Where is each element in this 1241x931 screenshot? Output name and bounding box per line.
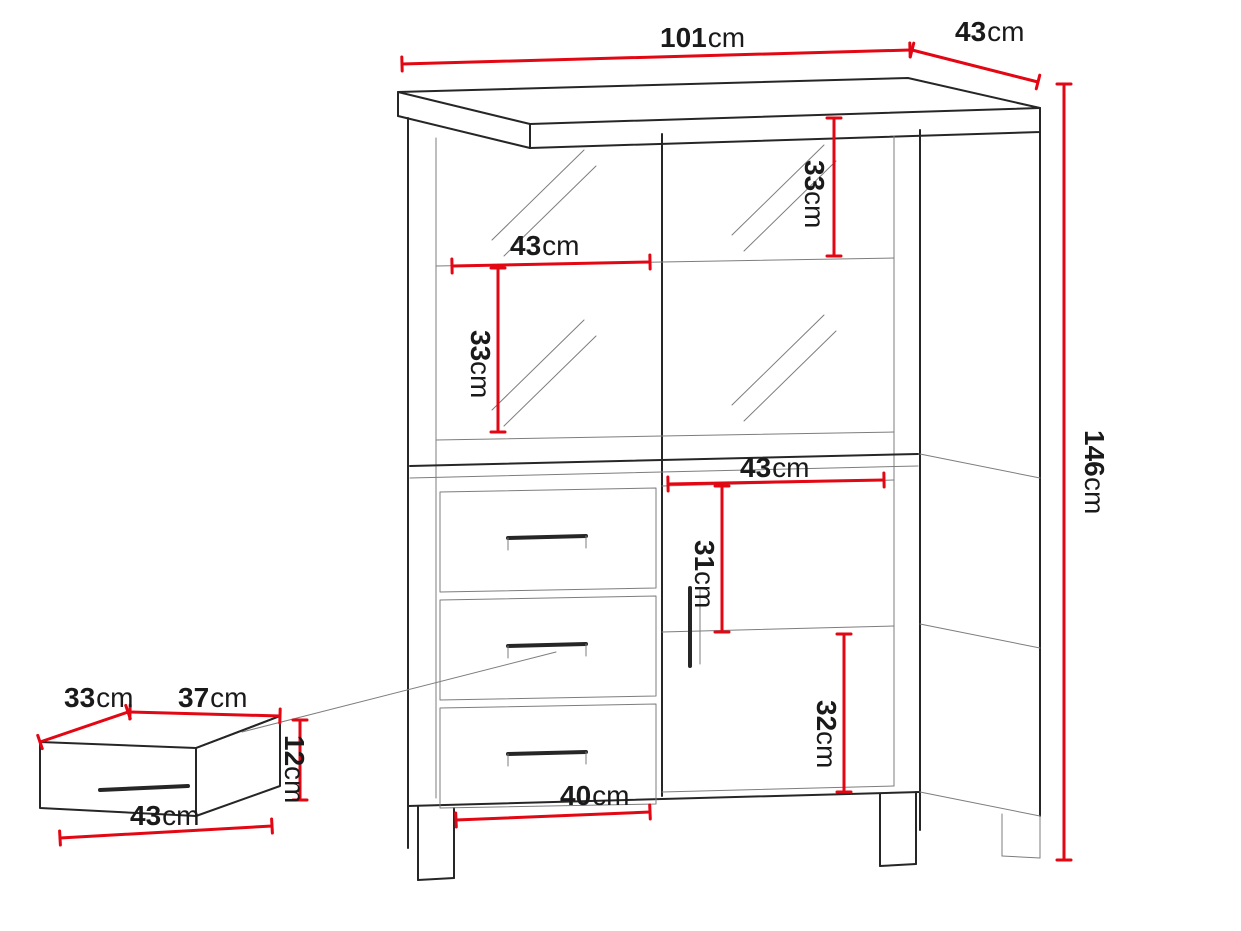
dim-drawer_front_w-unit: cm (162, 800, 199, 831)
dim-top_width-value: 101 (660, 22, 707, 53)
dim-bottom_inner_w-value: 40 (560, 780, 591, 811)
dim-shelf_w_right: 43cm (740, 452, 809, 484)
dim-top_width: 101cm (660, 22, 745, 54)
dim-drawer_top_w-value: 37 (178, 682, 209, 713)
dim-compart_h_r1: 31cm (688, 540, 720, 608)
dim-drawer_top_w-unit: cm (210, 682, 247, 713)
dim-drawer_depth-unit: cm (96, 682, 133, 713)
dim-drawer_front_w-value: 43 (130, 800, 161, 831)
dim-drawer_depth: 33cm (64, 682, 133, 714)
dim-drawer_height: 12cm (278, 735, 310, 803)
dim-drawer_depth-value: 33 (64, 682, 95, 713)
dim-shelf_h_mid_l-value: 33 (465, 330, 496, 361)
dim-overall_height: 146cm (1078, 430, 1110, 514)
dim-shelf_h_top_r: 33cm (798, 160, 830, 228)
dim-shelf_w_left: 43cm (510, 230, 579, 262)
dim-shelf_h_mid_l-unit: cm (465, 361, 496, 398)
dim-overall_height-unit: cm (1079, 477, 1110, 514)
dim-drawer_top_w: 37cm (178, 682, 247, 714)
dim-shelf_w_left-unit: cm (542, 230, 579, 261)
dim-compart_h_r1-unit: cm (689, 571, 720, 608)
dim-shelf_h_top_r-value: 33 (799, 160, 830, 191)
dim-overall_height-value: 146 (1079, 430, 1110, 477)
dim-shelf_h_top_r-unit: cm (799, 191, 830, 228)
dim-drawer_height-value: 12 (279, 735, 310, 766)
dim-top_depth-value: 43 (955, 16, 986, 47)
dim-shelf_h_mid_l: 33cm (464, 330, 496, 398)
dim-drawer_front_w: 43cm (130, 800, 199, 832)
dim-compart_h_r2-value: 32 (811, 700, 842, 731)
dim-shelf_w_right-unit: cm (772, 452, 809, 483)
dim-shelf_w_left-value: 43 (510, 230, 541, 261)
dim-top_depth-unit: cm (987, 16, 1024, 47)
dim-bottom_inner_w-unit: cm (592, 780, 629, 811)
dim-compart_h_r1-value: 31 (689, 540, 720, 571)
dim-bottom_inner_w: 40cm (560, 780, 629, 812)
dim-shelf_w_right-value: 43 (740, 452, 771, 483)
dim-compart_h_r2-unit: cm (811, 731, 842, 768)
dim-top_width-unit: cm (708, 22, 745, 53)
dim-drawer_height-unit: cm (279, 766, 310, 803)
dim-compart_h_r2: 32cm (810, 700, 842, 768)
dim-top_depth: 43cm (955, 16, 1024, 48)
